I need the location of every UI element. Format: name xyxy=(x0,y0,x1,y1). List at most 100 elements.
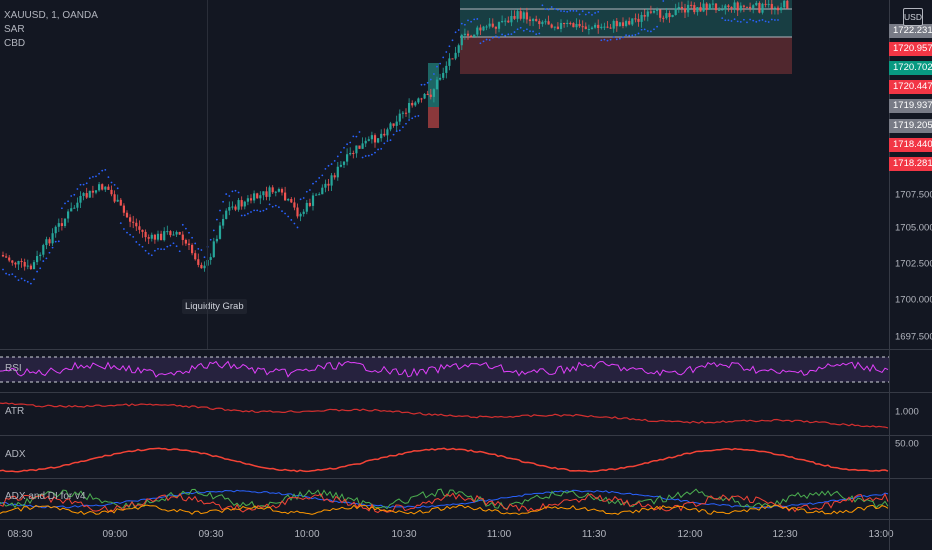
candle-body xyxy=(373,135,377,143)
candle-body xyxy=(101,184,104,190)
sar-dot xyxy=(346,143,348,146)
sar-dot xyxy=(163,248,166,251)
sar-dot xyxy=(628,34,631,37)
sar-dot xyxy=(727,19,730,22)
sar-dot xyxy=(209,238,212,241)
price-tag: 1720.957 xyxy=(889,42,932,56)
indicator-cbd-label[interactable]: CBD xyxy=(4,38,26,49)
pane-separator[interactable] xyxy=(0,435,932,436)
sar-dot xyxy=(110,181,113,184)
atr-title[interactable]: ATR xyxy=(5,406,25,417)
rsi-title[interactable]: RSI xyxy=(5,363,22,374)
pane-separator[interactable] xyxy=(0,478,932,479)
candle-body xyxy=(429,94,432,97)
sar-dot xyxy=(132,235,135,238)
sar-dot xyxy=(42,260,45,262)
sar-dot xyxy=(724,19,727,22)
sar-dot xyxy=(538,32,541,35)
time-axis[interactable]: 08:30 09:00 09:30 10:00 10:30 11:00 11:3… xyxy=(0,519,894,550)
adx-di-canvas[interactable] xyxy=(0,479,889,519)
price-chart-canvas[interactable] xyxy=(0,0,889,349)
sar-dot xyxy=(758,19,761,22)
sar-dot xyxy=(615,38,618,41)
candle-body xyxy=(32,262,36,270)
candle-body xyxy=(652,10,656,13)
sar-dot xyxy=(231,190,234,193)
candle-body xyxy=(29,265,32,270)
atr-pane[interactable]: ATR xyxy=(0,393,889,435)
adx-di-scale[interactable] xyxy=(889,479,932,519)
candle-body xyxy=(181,234,184,240)
sar-dot xyxy=(755,20,758,23)
sar-dot xyxy=(169,244,172,247)
adx-di-title[interactable]: ADX and DI for v4 xyxy=(5,491,86,502)
sar-dot xyxy=(67,200,69,203)
symbol-title[interactable]: XAUUSD, 1, OANDA xyxy=(4,10,98,21)
sar-dot xyxy=(386,140,389,142)
candle-body xyxy=(401,112,404,114)
candle-body xyxy=(460,35,463,46)
candle-body xyxy=(163,231,166,241)
sar-dot xyxy=(504,34,507,37)
candle-body xyxy=(615,20,618,27)
sar-dot xyxy=(352,135,355,138)
sar-dot xyxy=(20,277,23,280)
candle-body xyxy=(315,194,318,196)
candle-body xyxy=(773,7,776,9)
candle-body xyxy=(104,186,107,190)
symbol-legend[interactable]: XAUUSD, 1, OANDA SAR CBD xyxy=(4,9,98,51)
candle-body xyxy=(457,45,460,53)
adx-title[interactable]: ADX xyxy=(5,449,26,460)
indicator-sar-label[interactable]: SAR xyxy=(4,24,25,35)
adx-scale[interactable]: 50.00 xyxy=(889,436,932,478)
time-label: 10:30 xyxy=(391,529,417,540)
sar-dot xyxy=(265,208,268,210)
sar-dot xyxy=(557,8,559,11)
price-scale-label: 1702.500 xyxy=(895,258,932,270)
pane-separator[interactable] xyxy=(0,392,932,393)
sar-dot xyxy=(547,8,550,11)
sar-dot xyxy=(64,202,66,205)
candle-body xyxy=(327,183,330,186)
candle-body xyxy=(197,259,200,265)
adx-pane[interactable]: ADX xyxy=(0,436,889,478)
sar-dot xyxy=(566,10,569,13)
pane-separator[interactable] xyxy=(0,349,932,350)
adx-canvas[interactable] xyxy=(0,436,889,478)
currency-button[interactable]: USD xyxy=(903,8,923,26)
candle-body xyxy=(497,22,501,29)
sar-dot xyxy=(305,190,308,193)
candle-body xyxy=(364,140,367,144)
candle-body xyxy=(668,13,671,18)
candle-body xyxy=(215,238,218,242)
price-scale[interactable]: 1707.500 1705.000 1702.500 1700.000 1697… xyxy=(889,0,932,349)
sar-dot xyxy=(45,257,48,260)
candle-body xyxy=(240,200,243,207)
price-pane[interactable]: XAUUSD, 1, OANDA SAR CBD Liquidity Grab xyxy=(0,0,889,349)
candle-body xyxy=(646,11,649,17)
candle-body xyxy=(727,5,730,7)
adx-di-pane[interactable]: ADX and DI for v4 xyxy=(0,479,889,519)
candle-body xyxy=(82,193,85,196)
candle-body xyxy=(70,208,73,212)
candle-body xyxy=(485,26,488,28)
sar-dot xyxy=(507,33,510,36)
rsi-pane[interactable]: RSI xyxy=(0,350,889,392)
sar-dot xyxy=(296,226,299,229)
atr-scale[interactable]: 1.000 xyxy=(889,393,932,435)
candle-body xyxy=(674,8,677,15)
axis-corner xyxy=(889,519,932,550)
atr-canvas[interactable] xyxy=(0,393,889,435)
candle-body xyxy=(677,6,680,9)
candle-body xyxy=(680,6,683,9)
sar-dot xyxy=(454,31,457,34)
sar-dot xyxy=(429,78,432,81)
candle-body xyxy=(618,22,621,27)
sar-dot xyxy=(513,31,516,33)
sar-dot xyxy=(464,23,466,26)
sar-dot xyxy=(402,126,404,129)
rsi-scale[interactable] xyxy=(889,350,932,392)
rsi-canvas[interactable] xyxy=(0,350,889,392)
sar-dot xyxy=(315,180,317,183)
